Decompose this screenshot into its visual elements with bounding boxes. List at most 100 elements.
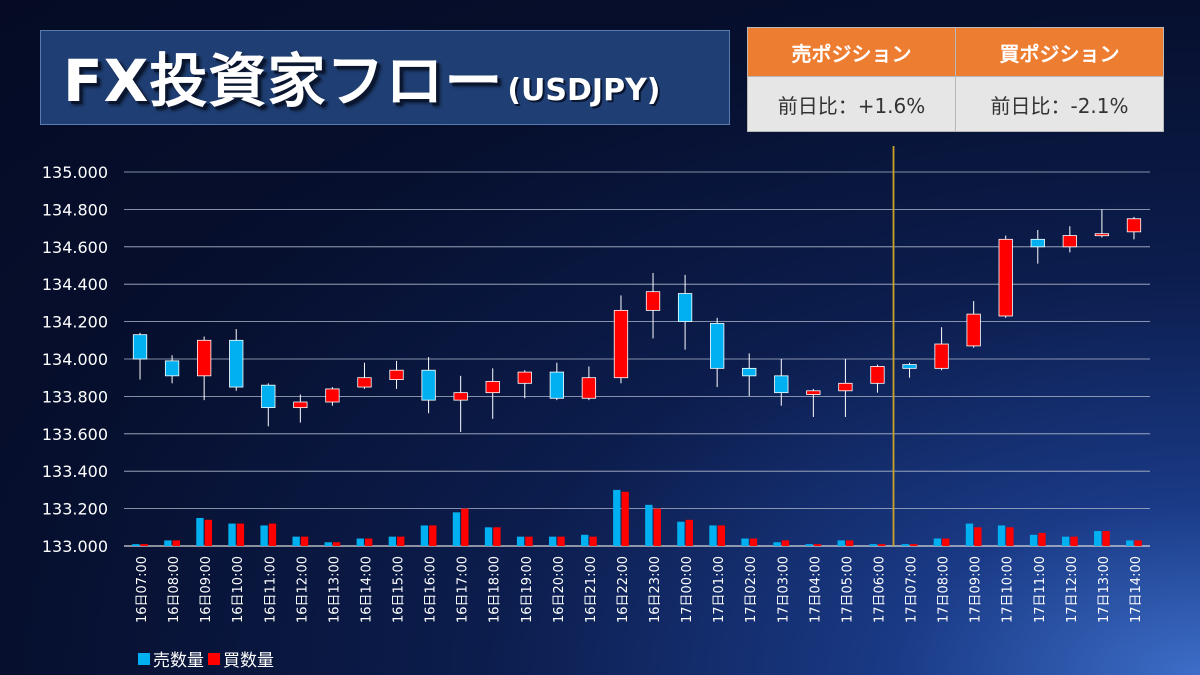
sell-volume-bar — [260, 525, 268, 546]
grid-layer — [124, 171, 1150, 547]
buy-volume-bar — [1038, 532, 1046, 546]
axis-layer: 135.000 134.800 134.600 134.400 134.200 134.0… — [42, 163, 1144, 623]
sell-volume-bar — [805, 544, 813, 546]
buy-volume-bar — [397, 536, 405, 546]
buy-volume-bar — [589, 536, 597, 546]
candle-up — [613, 309, 629, 379]
buy-volume-bar — [236, 523, 245, 546]
sell-volume-bar — [837, 540, 845, 546]
x-tick-label: 16日09:00 — [199, 556, 214, 623]
x-tick-label: 16日23:00 — [648, 556, 663, 623]
x-tick-label: 16日21:00 — [584, 556, 599, 623]
x-tick-label: 16日13:00 — [327, 556, 342, 623]
sell-volume-bar — [1061, 536, 1070, 546]
sell-volume-bar — [741, 538, 749, 546]
y-tick-label: 133.600 — [42, 425, 108, 444]
sell-volume-bar — [645, 504, 653, 546]
candle-up — [1062, 235, 1077, 248]
candle-down — [710, 323, 725, 369]
sell-volume-bar — [677, 521, 685, 546]
sell-volume-bar — [292, 536, 300, 546]
sell-volume-bar — [773, 542, 781, 546]
candle-down — [677, 293, 693, 322]
candle-up — [389, 369, 404, 380]
candle-down — [1030, 238, 1045, 248]
x-tick-label: 17日12:00 — [1065, 556, 1080, 623]
sell-volume-bar — [356, 538, 364, 546]
x-tick-label: 17日02:00 — [744, 556, 759, 623]
buy-volume-bar — [749, 538, 758, 546]
x-tick-label: 17日14:00 — [1129, 556, 1144, 623]
sell-volume-bar — [1094, 531, 1102, 546]
position-table: 売ポジション 買ポジション 前日比：+1.6% 前日比：-2.1% — [747, 27, 1164, 132]
legend-item-buy: 買数量 — [208, 646, 274, 671]
sell-volume-bar — [420, 525, 429, 546]
sell-volume-bar — [997, 525, 1006, 546]
sell-volume-bar — [613, 489, 621, 546]
candle-up — [357, 377, 372, 388]
candle-down — [261, 384, 276, 409]
y-tick-label: 133.800 — [42, 387, 108, 406]
x-tick-label: 16日12:00 — [295, 556, 310, 623]
sell-volume-bar — [709, 525, 717, 546]
y-tick-label: 133.000 — [42, 537, 108, 556]
page-subtitle: (USDJPY) — [507, 73, 661, 108]
buy-volume-bar — [653, 508, 661, 546]
x-tick-label: 16日11:00 — [263, 556, 278, 623]
x-tick-label: 16日17:00 — [456, 556, 471, 623]
buy-volume-bar — [204, 519, 213, 546]
y-tick-label: 134.400 — [42, 275, 108, 294]
candle-up — [453, 392, 468, 401]
sell-volume-bar — [1126, 540, 1134, 546]
candle-up — [517, 371, 532, 384]
candle-up — [645, 291, 661, 311]
x-tick-label: 16日19:00 — [520, 556, 535, 623]
buy-volume-bar — [1134, 540, 1142, 546]
x-tick-label: 17日08:00 — [937, 556, 952, 623]
sell-volume-bar — [132, 544, 140, 546]
y-tick-label: 134.000 — [42, 350, 108, 369]
x-tick-label: 17日09:00 — [969, 556, 984, 623]
buy-volume-bar — [717, 525, 726, 546]
x-tick-label: 17日07:00 — [905, 556, 920, 623]
sell-volume-bar — [965, 523, 974, 546]
candle-down — [549, 371, 564, 399]
sell-volume-bar — [196, 517, 204, 546]
x-tick-label: 17日11:00 — [1033, 556, 1048, 623]
buy-volume-bar — [140, 544, 148, 546]
buy-volume-bar — [942, 538, 950, 546]
candle-up — [293, 401, 308, 409]
x-tick-label: 17日01:00 — [712, 556, 727, 623]
sell-volume-bar — [869, 544, 877, 546]
sell-volume-bar — [164, 540, 172, 546]
buy-volume-bar — [300, 536, 309, 546]
buy-volume-bar — [621, 491, 629, 546]
buy-volume-bar — [1102, 531, 1110, 546]
sell-volume-bar — [901, 544, 910, 546]
sell-position-header: 売ポジション — [747, 27, 956, 77]
candle-down — [164, 360, 180, 377]
x-tick-label: 16日10:00 — [231, 556, 246, 623]
sell-volume-bar — [1029, 534, 1038, 546]
sell-volume-bar — [548, 536, 557, 546]
candle-up — [1126, 218, 1142, 233]
x-tick-label: 16日20:00 — [552, 556, 567, 623]
legend-item-sell: 売数量 — [138, 646, 204, 671]
x-tick-label: 17日13:00 — [1097, 556, 1112, 623]
sell-volume-bar — [228, 523, 236, 546]
title-banner: FX投資家フロー (USDJPY) — [40, 30, 730, 125]
sell-volume-bar — [452, 512, 461, 546]
x-tick-label: 17日00:00 — [680, 556, 695, 623]
buy-volume-bar — [332, 542, 341, 546]
candle-down — [421, 369, 436, 401]
candle-layer — [132, 209, 1142, 432]
x-tick-label: 16日14:00 — [359, 556, 374, 623]
candle-up — [870, 366, 885, 384]
candle-up — [806, 390, 821, 395]
buy-volume-bar — [813, 544, 822, 546]
x-tick-label: 17日06:00 — [872, 556, 887, 623]
y-tick-label: 134.600 — [42, 238, 108, 257]
buy-volume-bar — [172, 540, 180, 546]
candle-up — [485, 381, 500, 394]
